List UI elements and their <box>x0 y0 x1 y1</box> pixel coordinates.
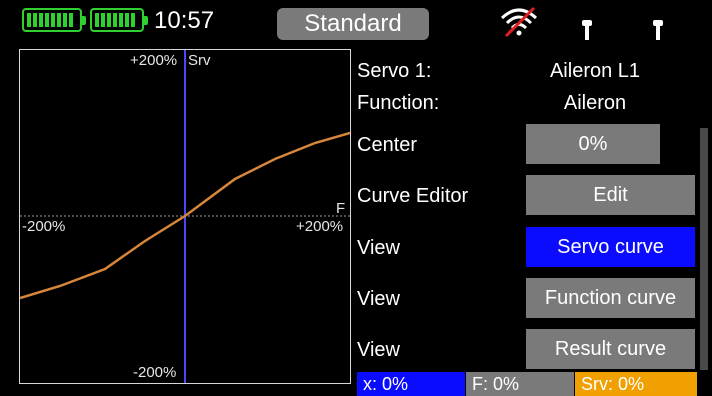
servo-label: Servo 1: <box>357 60 432 82</box>
graph-right-unit: F <box>336 200 346 217</box>
view-label-2: View <box>357 288 400 310</box>
function-readout: F: 0% <box>466 372 574 396</box>
graph-bottom-label: -200% <box>133 364 177 381</box>
center-value-field[interactable]: 0% <box>526 124 660 164</box>
edit-curve-button[interactable]: Edit <box>526 175 695 215</box>
switch-icon-1 <box>582 20 592 40</box>
graph-left-label: -200% <box>22 218 66 235</box>
transmitter-battery-icon <box>22 8 86 32</box>
graph-right-label: +200% <box>296 218 344 235</box>
center-label: Center <box>357 134 418 156</box>
clock-time: 10:57 <box>154 7 215 34</box>
curve-plot <box>20 50 350 383</box>
servo-readout: Srv: 0% <box>575 372 697 396</box>
function-label: Function: <box>357 92 440 114</box>
signal-off-icon <box>500 6 538 38</box>
function-value: Aileron <box>563 92 627 114</box>
graph-top-label: +200% <box>130 52 178 69</box>
settings-scrollbar[interactable] <box>700 128 708 370</box>
result-curve-button[interactable]: Result curve <box>526 329 695 369</box>
function-curve-button[interactable]: Function curve <box>526 278 695 318</box>
graph-top-unit: Srv <box>188 52 211 69</box>
servo-curve-button[interactable]: Servo curve <box>526 227 695 267</box>
view-label-3: View <box>357 339 400 361</box>
servo-curve-graph: +200% Srv -200% F +200% -200% <box>19 49 351 384</box>
receiver-battery-icon <box>90 8 148 32</box>
view-label-1: View <box>357 237 400 259</box>
x-readout: x: 0% <box>357 372 465 396</box>
servo-curve-line <box>20 131 350 300</box>
model-mode-button[interactable]: Standard <box>277 8 429 40</box>
servo-value: Aileron L1 <box>549 60 641 82</box>
switch-icon-2 <box>653 20 663 40</box>
curve-editor-label: Curve Editor <box>357 185 469 207</box>
